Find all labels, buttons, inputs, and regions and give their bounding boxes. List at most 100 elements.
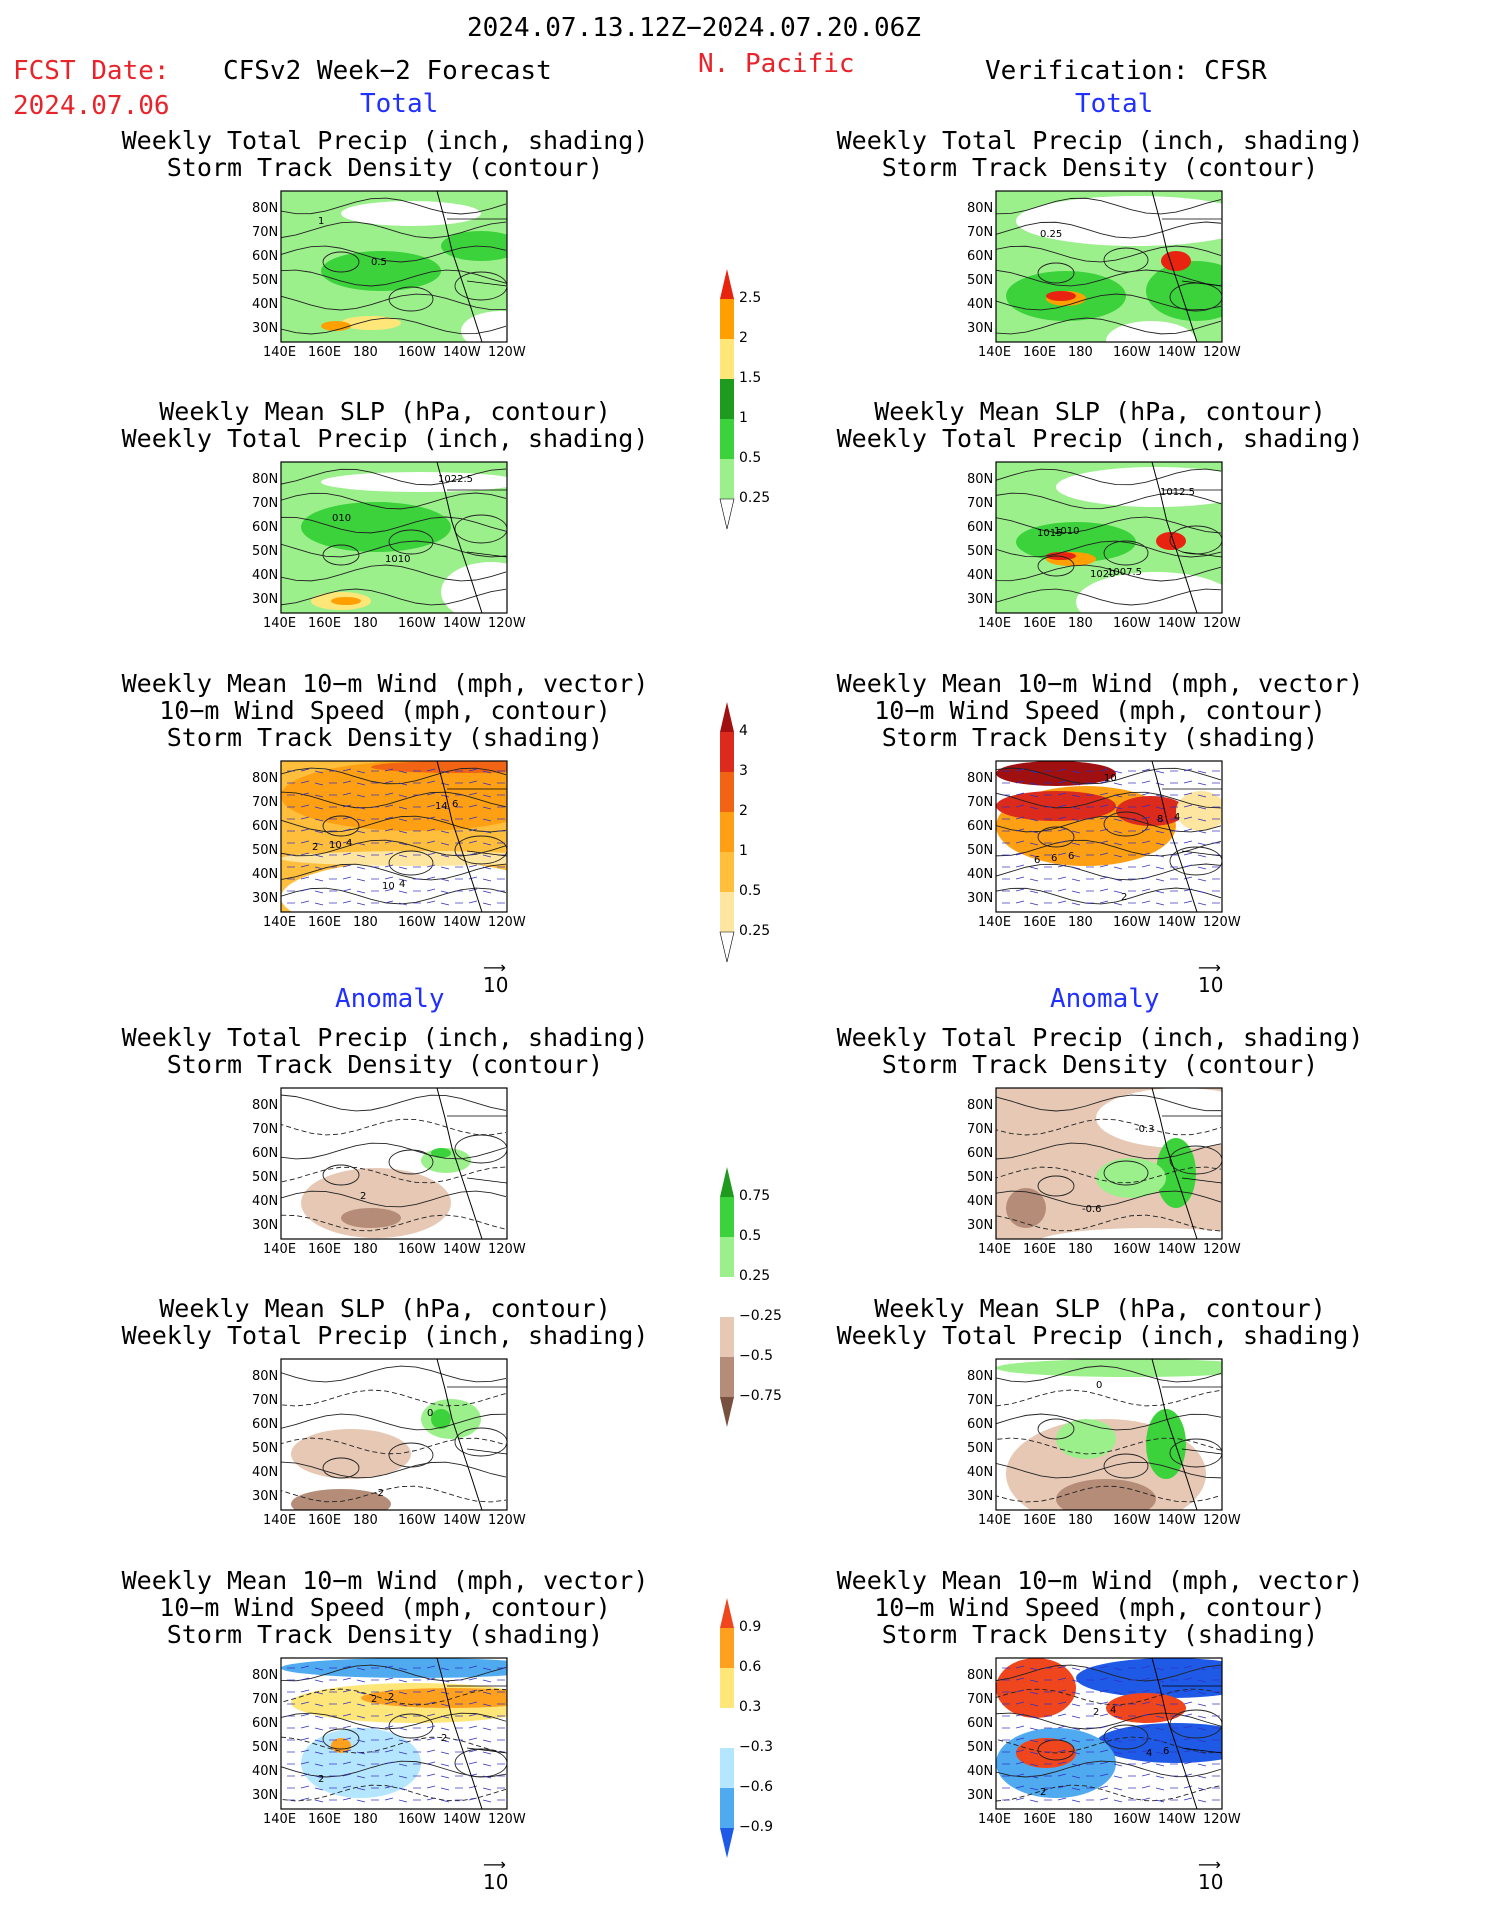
wind-vector bbox=[1057, 780, 1067, 784]
wind-vector bbox=[426, 852, 436, 856]
wind-vector bbox=[1015, 804, 1025, 808]
contour-label: 1010 bbox=[385, 554, 410, 565]
map-frame bbox=[280, 190, 508, 343]
wind-vector bbox=[1029, 1799, 1039, 1803]
wind-vector bbox=[1015, 888, 1025, 892]
wind-vector bbox=[356, 1691, 366, 1695]
shading-region bbox=[281, 1658, 507, 1678]
contour-line bbox=[996, 1118, 1222, 1136]
lon-tick-label: 160W bbox=[398, 1513, 436, 1528]
lat-tick-label: 30N bbox=[252, 321, 279, 336]
lat-tick-label: 30N bbox=[967, 321, 994, 336]
lon-tick-label: 160E bbox=[1023, 1812, 1057, 1827]
wind-vector bbox=[1029, 1691, 1039, 1695]
wind-vector bbox=[482, 842, 492, 846]
wind-vector bbox=[1113, 878, 1123, 882]
map-svg: 2 bbox=[280, 1087, 508, 1240]
lon-tick-label: 120W bbox=[1203, 1513, 1241, 1528]
contour-label: -2 bbox=[374, 1488, 384, 1499]
wind-vector bbox=[1113, 1775, 1123, 1779]
map-frame bbox=[280, 1087, 508, 1240]
contour-line bbox=[281, 1190, 507, 1208]
wind-vector bbox=[482, 770, 492, 774]
map-frame bbox=[995, 1657, 1223, 1810]
wind-vector bbox=[426, 1749, 436, 1753]
wind-vector bbox=[300, 1749, 310, 1753]
wind-vector bbox=[1099, 780, 1109, 784]
lon-tick-label: 140W bbox=[443, 1513, 481, 1528]
lat-tick-label: 30N bbox=[967, 1218, 994, 1233]
wind-vector bbox=[482, 890, 492, 894]
wind-vector bbox=[1099, 816, 1109, 820]
wind-vector bbox=[482, 1667, 492, 1671]
wind-vector bbox=[1113, 866, 1123, 870]
wind-vector bbox=[1141, 768, 1151, 772]
wind-vector bbox=[1155, 806, 1165, 810]
wind-vector bbox=[1057, 1665, 1067, 1669]
shading-region bbox=[321, 472, 507, 492]
map-frame bbox=[995, 760, 1223, 913]
wind-vector bbox=[342, 876, 352, 880]
wind-vector bbox=[314, 1679, 324, 1683]
wind-vector bbox=[1071, 1715, 1081, 1719]
colorbar-label: 1 bbox=[739, 843, 748, 859]
panel-title-4: Weekly Mean SLP (hPa, contour) Weekly Tot… bbox=[836, 397, 1364, 453]
wind-vector bbox=[1197, 1679, 1207, 1683]
wind-vector bbox=[1071, 1703, 1081, 1707]
wind-vector bbox=[1183, 888, 1193, 892]
panel-title-9: Weekly Mean SLP (hPa, contour) Weekly Tot… bbox=[121, 1294, 649, 1350]
contour-line bbox=[281, 1118, 507, 1136]
wind-vector bbox=[468, 1761, 478, 1765]
wind-vector bbox=[314, 1739, 324, 1743]
contour-line bbox=[996, 791, 1222, 809]
wind-vector bbox=[1155, 1703, 1165, 1707]
wind-vector bbox=[1113, 806, 1123, 810]
wind-vector bbox=[1099, 1677, 1109, 1681]
lat-tick-label: 60N bbox=[252, 1146, 279, 1161]
wind-vector bbox=[398, 1727, 408, 1731]
shading-region bbox=[996, 791, 1116, 821]
wind-vector bbox=[482, 866, 492, 870]
colorbar-segment bbox=[720, 1237, 734, 1277]
lon-tick-label: 140E bbox=[263, 345, 297, 360]
wind-vector bbox=[356, 782, 366, 786]
wind-vector bbox=[342, 1797, 352, 1801]
wind-vector bbox=[384, 1797, 394, 1801]
wind-vector bbox=[1015, 1665, 1025, 1669]
wind-vector bbox=[1057, 888, 1067, 892]
contour-label: 1012.5 bbox=[1160, 487, 1195, 498]
wind-vector bbox=[440, 1751, 450, 1755]
fcst-date: 2024.07.06 bbox=[13, 91, 170, 121]
wind-vector bbox=[468, 1797, 478, 1801]
wind-vector bbox=[440, 890, 450, 894]
wind-vector bbox=[1057, 1677, 1067, 1681]
lon-tick-label: 160W bbox=[1113, 345, 1151, 360]
wind-vector bbox=[1071, 1751, 1081, 1755]
shading-region bbox=[1106, 321, 1196, 342]
contour-line bbox=[996, 245, 1222, 263]
shading-region bbox=[1176, 791, 1222, 831]
wind-vector bbox=[1155, 842, 1165, 846]
wind-vector bbox=[482, 1727, 492, 1731]
wind-vector bbox=[440, 1727, 450, 1731]
right-title: Verification: CFSR bbox=[985, 56, 1267, 86]
wind-vector bbox=[1155, 1727, 1165, 1731]
contour-line bbox=[996, 564, 1222, 582]
contour-label: 4 bbox=[1174, 812, 1180, 823]
contour-line bbox=[281, 1736, 507, 1754]
shading-region bbox=[1156, 1138, 1196, 1208]
wind-vector bbox=[1141, 876, 1151, 880]
wind-vector bbox=[384, 804, 394, 808]
wind-vector bbox=[468, 1737, 478, 1741]
lon-tick-label: 160W bbox=[1113, 1513, 1151, 1528]
panel-title-1: Weekly Total Precip (inch, shading) Storm… bbox=[121, 126, 649, 182]
lon-tick-label: 180 bbox=[353, 1513, 378, 1528]
wind-vector bbox=[1029, 902, 1039, 906]
wind-vector bbox=[314, 890, 324, 894]
wind-vector bbox=[384, 876, 394, 880]
contour-line bbox=[1037, 826, 1075, 848]
panel-title-2: Weekly Total Precip (inch, shading) Storm… bbox=[836, 126, 1364, 182]
contour-label: 2 bbox=[1121, 892, 1127, 903]
map-frame bbox=[995, 1358, 1223, 1511]
